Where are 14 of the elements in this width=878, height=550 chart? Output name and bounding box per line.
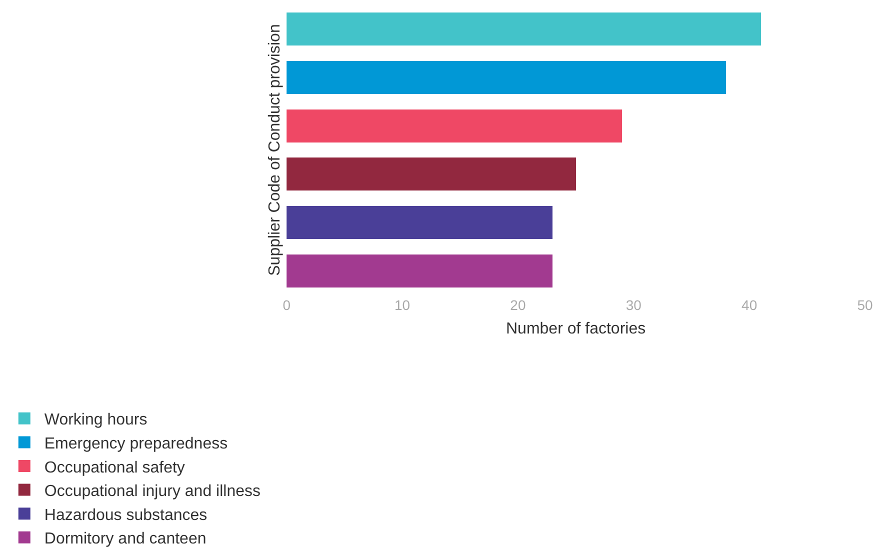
x-tick-label: 0 — [282, 297, 291, 313]
x-axis-title: Number of factories — [506, 320, 646, 338]
x-tick-label: 10 — [394, 297, 410, 313]
legend-label: Working hours — [44, 412, 148, 429]
legend-label: Hazardous substances — [44, 506, 208, 524]
x-tick-label: 40 — [742, 297, 758, 313]
legend-label: Emergency preparedness — [44, 435, 228, 452]
y-axis-title: Supplier Code of Conduct provision — [266, 24, 284, 276]
x-tick-label: 50 — [857, 297, 873, 313]
x-tick-label: 30 — [626, 297, 642, 313]
legend-label: Dormitory and canteen — [44, 530, 206, 548]
legend-label: Occupational safety — [44, 459, 185, 476]
x-tick-label: 20 — [510, 297, 526, 313]
legend-label: Occupational injury and illness — [44, 483, 261, 500]
